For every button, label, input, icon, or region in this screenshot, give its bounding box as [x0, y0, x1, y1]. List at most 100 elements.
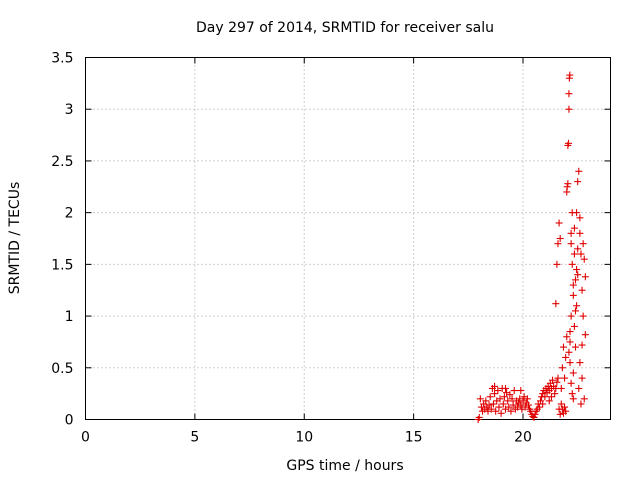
data-point [491, 382, 499, 390]
gridlines [85, 57, 611, 420]
x-tick-label: 15 [405, 430, 423, 446]
data-point [568, 390, 576, 398]
data-point [505, 403, 513, 411]
y-tick-label: 2.5 [51, 154, 73, 170]
data-point [578, 374, 586, 382]
data-point [565, 139, 572, 147]
data-point [564, 180, 572, 188]
y-tick-label: 1 [65, 309, 74, 325]
data-point [556, 235, 564, 242]
data-point [482, 397, 490, 405]
data-point [567, 229, 575, 237]
data-point [524, 401, 532, 409]
data-point [562, 353, 570, 361]
data-point [572, 307, 579, 315]
data-point [576, 214, 584, 222]
data-point [508, 395, 516, 403]
data-point [575, 384, 583, 392]
data-point [561, 403, 569, 411]
data-point [567, 240, 575, 248]
data-point [580, 395, 588, 403]
data-point [566, 71, 574, 79]
data-point [580, 255, 588, 263]
data-point [562, 407, 570, 415]
data-point [507, 407, 515, 415]
data-point [566, 359, 574, 367]
data-point [565, 105, 573, 113]
data-point [499, 400, 507, 408]
axis-ticks [85, 57, 611, 420]
data-point [573, 266, 581, 274]
data-point [579, 312, 587, 320]
data-point [517, 401, 525, 409]
data-point [547, 393, 555, 401]
data-point [574, 245, 582, 253]
data-point [569, 281, 577, 289]
data-point [486, 393, 494, 401]
data-point [539, 400, 547, 408]
x-tick-label: 20 [514, 430, 532, 446]
data-point [555, 219, 563, 227]
data-point [565, 348, 573, 356]
y-tick-label: 0.5 [51, 361, 73, 377]
data-point [577, 250, 585, 258]
data-point [549, 376, 557, 384]
data-point [553, 378, 561, 386]
data-point [563, 333, 571, 341]
data-point [554, 374, 562, 382]
data-point [554, 240, 562, 248]
y-tick-label: 1.5 [51, 257, 73, 273]
data-point [556, 410, 564, 418]
data-point [492, 407, 500, 415]
data-point [496, 395, 504, 403]
data-point [570, 224, 578, 232]
data-point [573, 302, 581, 310]
data-point [557, 384, 565, 392]
data-point [568, 260, 576, 268]
data-point [551, 390, 559, 398]
data-point [500, 393, 508, 401]
data-point [495, 403, 503, 411]
data-point [523, 395, 531, 403]
data-point [579, 240, 587, 248]
data-point [565, 90, 573, 98]
y-tick-label: 3 [65, 102, 74, 118]
x-axis-label: GPS time / hours [286, 458, 403, 474]
data-point [570, 250, 578, 258]
data-point [567, 379, 575, 387]
data-point [504, 397, 512, 405]
data-point [561, 374, 569, 382]
y-tick-label: 2 [65, 206, 74, 222]
data-point [489, 400, 497, 408]
data-point [574, 271, 582, 279]
data-point [576, 359, 584, 367]
data-point [541, 393, 549, 401]
data-point [487, 405, 495, 413]
data-point [569, 395, 577, 403]
data-point [566, 338, 574, 346]
data-point [566, 328, 574, 336]
data-point [535, 403, 543, 411]
data-point [570, 322, 578, 330]
data-point [506, 391, 514, 399]
data-point [573, 209, 581, 217]
x-tick-label: 5 [190, 430, 199, 446]
data-point [494, 387, 502, 395]
data-point [578, 286, 586, 294]
data-point [557, 400, 565, 408]
data-point [476, 395, 484, 403]
data-point [563, 183, 571, 191]
data-point [572, 276, 579, 284]
y-axis-label: SRMTID / TECUs [7, 182, 23, 295]
data-point [517, 387, 525, 395]
data-point [509, 401, 517, 409]
y-tick-label: 3.5 [51, 51, 73, 67]
data-point [475, 413, 483, 421]
data-point [569, 291, 577, 299]
data-point [567, 312, 575, 320]
x-tick-label: 0 [81, 430, 90, 446]
x-tick-label: 10 [295, 430, 313, 446]
data-point [552, 300, 560, 308]
data-point [574, 178, 582, 186]
